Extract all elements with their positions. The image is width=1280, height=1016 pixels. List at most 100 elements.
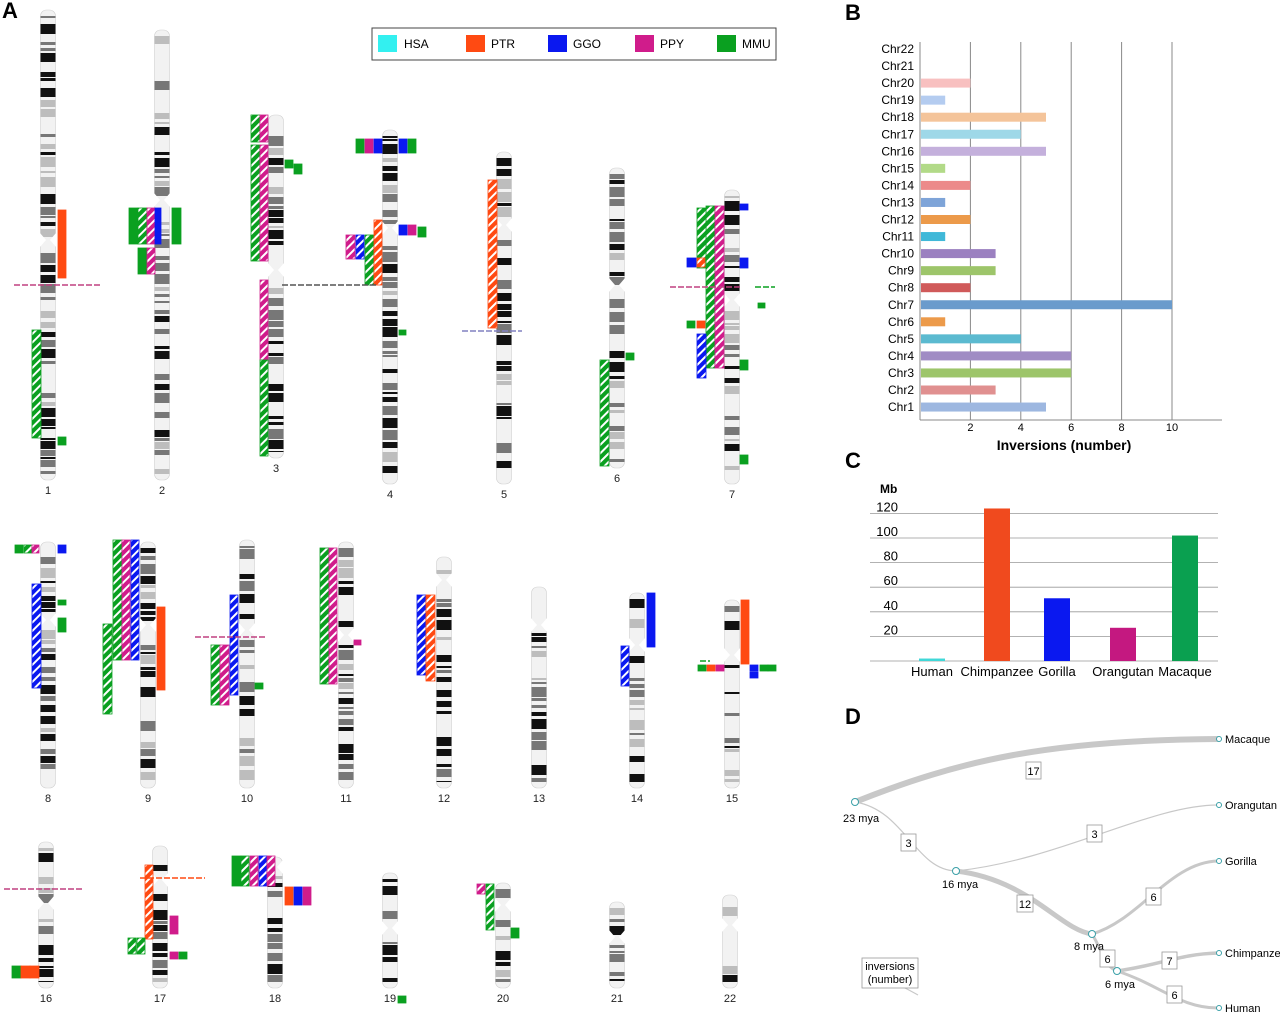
bar-chr15 [921, 163, 946, 173]
bar-chr6 [921, 317, 946, 327]
chromosome-11 [338, 541, 354, 789]
svg-text:6: 6 [1150, 892, 1156, 904]
bar-chr18 [921, 112, 1046, 122]
legend-label-hsa: HSA [404, 37, 429, 51]
chromosome-label-20: 20 [497, 993, 509, 1005]
inversion-block-43 [739, 257, 749, 269]
branch-value-17: 17 [1025, 761, 1042, 780]
chromosome-label-7: 7 [729, 489, 735, 501]
x-tick-label-10: 10 [1166, 422, 1178, 434]
category-label-chr19: Chr19 [881, 93, 914, 107]
inversion-block-70 [740, 599, 750, 665]
bar-chr12 [921, 215, 971, 224]
species-legend: HSA PTR GGO PPY MMU [371, 27, 777, 61]
legend-label-ppy: PPY [660, 37, 684, 51]
leaf-node-orangutan [1216, 802, 1222, 808]
node-8mya [1088, 930, 1096, 938]
category-label-chr7: Chr7 [888, 298, 914, 312]
chromosome-21 [609, 901, 625, 989]
inversion-block-18 [355, 138, 365, 154]
inversion-block-28 [407, 224, 417, 236]
svg-text:7: 7 [1166, 956, 1172, 968]
legend-swatch-ggo [548, 35, 567, 52]
inverted-mb-per-species-chart: 20 40 60 80 100 120 Human Chimpanzee Gorilla Oran… [870, 499, 1218, 679]
inversion-block-13 [259, 144, 269, 262]
legend-label-ptr: PTR [491, 37, 515, 51]
chromosome-label-14: 14 [631, 793, 643, 805]
inversion-block-45 [739, 454, 749, 465]
inversion-block-19 [364, 138, 374, 154]
chromosome-label-19: 19 [384, 993, 396, 1005]
category-label-chr3: Chr3 [888, 366, 914, 380]
chromosome-label-17: 17 [154, 993, 166, 1005]
leaf-label-macaque: Macaque [1225, 734, 1270, 746]
bar-chr11 [921, 232, 946, 242]
branch-macaque [853, 736, 1219, 805]
node-label-23mya: 23 mya [843, 813, 880, 825]
c-y-tick-60: 60 [884, 573, 898, 588]
chromosome-label-8: 8 [45, 793, 51, 805]
chromosome-16 [38, 841, 54, 989]
node-label-16mya: 16 mya [942, 879, 979, 891]
chromosome-label-16: 16 [40, 993, 52, 1005]
chromosome-label-13: 13 [533, 793, 545, 805]
chromosome-4 [382, 129, 398, 485]
category-label-chr4: Chr4 [888, 349, 914, 363]
bar-chr8 [921, 283, 971, 293]
svg-text:12: 12 [1019, 899, 1031, 911]
inversion-block-81 [144, 864, 154, 940]
inversion-block-23 [345, 234, 356, 260]
branch-value-3b: 3 [1086, 824, 1103, 843]
inversion-block-11 [259, 114, 269, 143]
inversion-block-38 [686, 257, 697, 268]
inversion-block-67 [425, 594, 436, 682]
chromosome-9 [140, 541, 156, 789]
inversion-block-60 [219, 644, 230, 706]
inversion-block-22 [407, 138, 417, 154]
chromosome-label-3: 3 [273, 463, 279, 475]
panel-label-b: B [845, 0, 861, 25]
legend-label-mmu: MMU [742, 37, 771, 51]
svg-text:3: 3 [905, 838, 911, 850]
bar-chr13 [921, 197, 946, 207]
branch-value-12: 12 [1016, 894, 1034, 913]
bar-chr5 [921, 334, 1021, 344]
inversions-per-chromosome-chart: 2 4 6 8 10 Chr22 Chr21 Chr20 Chr19 Chr18 Chr17 Chr1… [881, 42, 1222, 434]
category-label-chr21: Chr21 [881, 59, 914, 73]
inversion-block-42 [696, 320, 706, 329]
inversion-block-0 [57, 209, 67, 279]
inversion-block-76 [767, 664, 777, 672]
inversion-block-39 [696, 257, 706, 268]
legend-swatch-ppy [635, 35, 654, 52]
x-tick-label-6: 6 [1068, 422, 1074, 434]
inversion-block-40 [696, 333, 707, 379]
inversion-block-91 [266, 855, 276, 887]
bar-chimpanzee [984, 508, 1010, 661]
leaf-label-gorilla: Gorilla [1225, 856, 1258, 868]
chromosome-label-9: 9 [145, 793, 151, 805]
inversion-block-74 [749, 664, 759, 672]
c-y-tick-20: 20 [884, 622, 898, 637]
inversion-block-52 [57, 599, 67, 606]
bar-chr7 [921, 300, 1172, 310]
chromosome-label-11: 11 [340, 793, 351, 805]
inversion-block-97 [485, 883, 495, 931]
inversion-block-84 [169, 915, 179, 935]
chromosome-12 [436, 556, 452, 789]
category-label-chr14: Chr14 [881, 178, 914, 192]
chromosome-label-15: 15 [726, 793, 738, 805]
inversion-block-58 [156, 606, 166, 691]
chart-c-ylabel: Mb [880, 482, 897, 496]
bar-chr4 [921, 351, 1072, 361]
category-label-chr2: Chr2 [888, 383, 914, 397]
inversion-block-61 [229, 594, 239, 696]
inversion-block-75 [759, 664, 769, 672]
chromosome-19 [382, 872, 398, 989]
inversion-block-56 [121, 539, 131, 661]
c-y-tick-40: 40 [884, 598, 898, 613]
category-label-chr16: Chr16 [881, 144, 914, 158]
inversion-block-69 [646, 592, 656, 648]
category-label-human: Human [911, 664, 953, 679]
bar-chr14 [921, 180, 971, 190]
branch-value-6b: 6 [1099, 949, 1116, 968]
